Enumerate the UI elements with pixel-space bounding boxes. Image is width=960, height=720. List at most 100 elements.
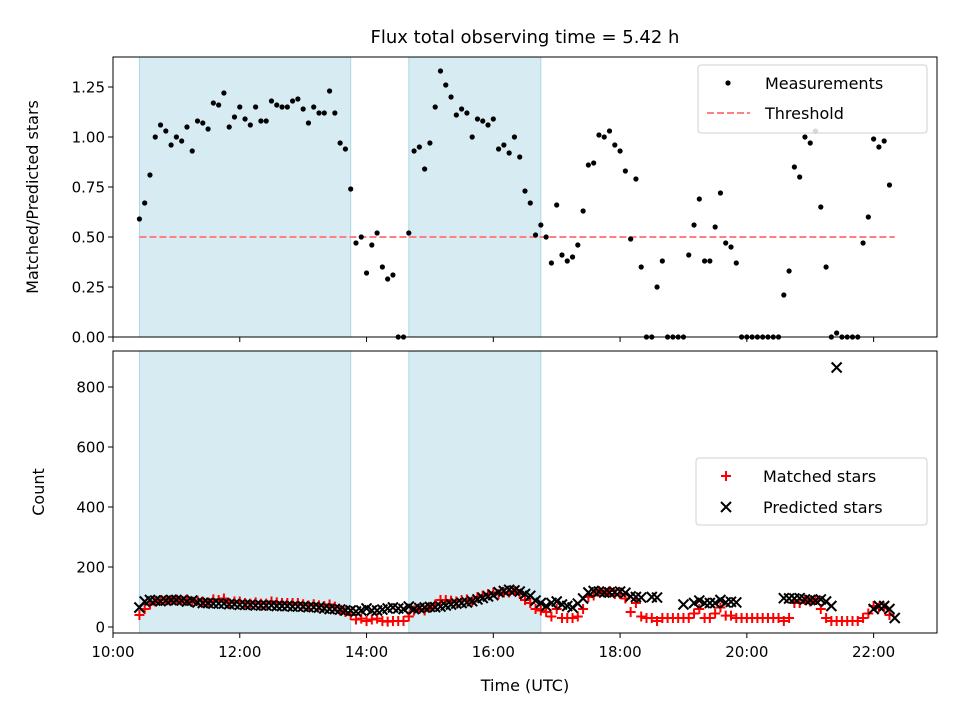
legend-threshold-label: Threshold: [764, 104, 844, 123]
measurement-point: [622, 168, 628, 174]
predicted-star-point: [867, 603, 880, 615]
matched-star-point: [361, 616, 372, 626]
legend-predicted-marker: [720, 501, 732, 513]
measurement-point: [448, 94, 454, 100]
measurement-point: [691, 222, 697, 228]
observing-window-2: [408, 56, 542, 338]
y-tick-label: 0.25: [72, 279, 105, 297]
measurement-point: [353, 240, 359, 246]
y-tick-label: 0.00: [72, 329, 105, 347]
axes-frame: [112, 350, 938, 634]
matched-star-point: [372, 613, 383, 624]
measurement-point: [596, 132, 602, 138]
x-tick-label: 10:00: [91, 643, 134, 661]
measurement-point: [517, 154, 523, 160]
x-tick-label: 18:00: [598, 643, 641, 661]
measurement-point: [522, 188, 528, 194]
predicted-star-point: [651, 591, 663, 604]
measurement-point: [797, 174, 803, 180]
measurement-point: [147, 172, 153, 178]
predicted-star-point: [730, 596, 742, 609]
measurement-point: [617, 148, 623, 154]
measurement-point: [179, 138, 185, 144]
matched-star-point: [218, 593, 229, 604]
measurement-point: [216, 102, 222, 108]
measurement-point: [459, 106, 465, 112]
measurement-point: [575, 242, 581, 248]
measurement-point: [263, 118, 269, 124]
measurement-point: [554, 202, 560, 208]
measurement-point: [485, 122, 491, 128]
y-tick-label: 0: [95, 619, 105, 637]
predicted-star-point: [778, 592, 790, 604]
legend-box: [695, 457, 928, 526]
matched-star-point: [689, 608, 700, 619]
measurement-point: [184, 124, 190, 130]
measurement-point: [390, 272, 396, 278]
measurement-point: [231, 114, 238, 120]
matched-star-point: [398, 616, 409, 626]
measurement-point: [221, 90, 227, 96]
measurement-point: [511, 134, 518, 140]
x-tick-label: 16:00: [472, 643, 515, 661]
measurement-point: [163, 128, 169, 134]
measurement-point: [437, 68, 444, 74]
predicted-star-point: [709, 597, 721, 609]
measurement-point: [226, 124, 232, 130]
measurement-point: [157, 122, 164, 128]
matched-star-point: [630, 598, 641, 608]
measurement-point: [295, 96, 301, 102]
measurement-point: [321, 110, 327, 116]
measurement-point: [311, 104, 317, 110]
measurement-point: [247, 122, 253, 128]
y-tick-label: 800: [76, 379, 105, 397]
x-tick-label: 14:00: [345, 643, 388, 661]
measurement-point: [427, 140, 433, 146]
matched-star-point: [694, 604, 705, 614]
measurement-point: [342, 146, 349, 152]
matched-star-point: [773, 613, 784, 623]
ratio-panel: 0.00 0.25 0.50 0.75 1.00 1.25 Matched/Predicte…: [23, 56, 938, 347]
measurement-point: [834, 330, 840, 336]
measurement-point: [538, 222, 544, 228]
matched-star-point: [572, 611, 583, 622]
y-tick-label: 1.00: [72, 129, 105, 147]
matched-star-point: [710, 608, 721, 619]
matched-star-point: [530, 604, 541, 614]
predicted-star-point: [540, 600, 552, 612]
measurement-point: [628, 236, 634, 242]
measurement-point: [591, 160, 597, 166]
measurement-point: [707, 258, 713, 264]
legend-measurements-label: Measurements: [765, 74, 883, 93]
measurement-point: [701, 258, 708, 264]
measurement-point: [168, 142, 174, 148]
predicted-star-point: [635, 591, 647, 604]
matched-star-point: [784, 613, 795, 623]
measurement-point: [495, 146, 502, 152]
measurement-point: [416, 144, 422, 150]
measurement-point: [633, 176, 639, 182]
y-axis-label: Count: [29, 468, 48, 516]
y-axis-label: Matched/Predicted stars: [23, 100, 42, 294]
y-tick-label: 1.25: [72, 79, 105, 97]
measurement-point: [210, 100, 216, 106]
legend-predicted-label: Predicted stars: [763, 498, 883, 517]
measurement-point: [823, 264, 829, 270]
axes-frame: [112, 56, 938, 338]
predicted-star-point: [487, 589, 500, 601]
legend-matched-label: Matched stars: [763, 467, 876, 486]
measurement-point: [332, 110, 338, 116]
measurement-point: [274, 102, 280, 108]
measurement-point: [601, 134, 607, 140]
matched-star-point: [578, 604, 589, 614]
predicted-star-point: [535, 597, 547, 609]
measurement-point: [886, 182, 893, 188]
measurement-point: [411, 148, 417, 154]
measurement-point: [194, 118, 201, 124]
matched-star-point: [134, 610, 145, 620]
measurement-point: [506, 150, 512, 156]
measurement-point: [289, 98, 296, 104]
measurement-point: [564, 258, 570, 264]
measurement-point: [268, 98, 275, 104]
measurement-point: [242, 116, 248, 122]
